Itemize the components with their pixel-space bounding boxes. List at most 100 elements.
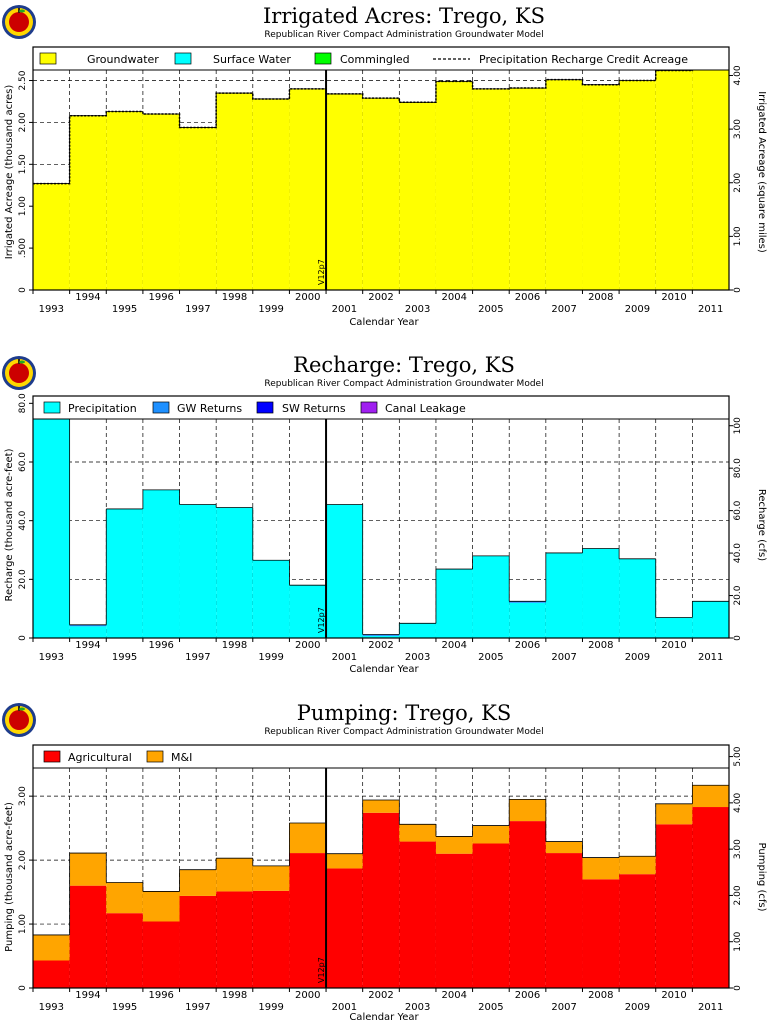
- bar-precipitation: [216, 507, 253, 638]
- y-axis-label: Recharge (thousand acre-feet): [4, 448, 15, 601]
- legend-label-commingled: Commingled: [340, 53, 410, 66]
- bar-m-i: [326, 853, 363, 869]
- bar-precipitation: [289, 585, 327, 638]
- x-tick-label: 2005: [478, 304, 503, 315]
- legend: Agricultural M&I: [43, 750, 192, 764]
- x-tick-label: 1998: [222, 990, 247, 1001]
- bar-precipitation: [692, 601, 729, 638]
- bar-agricultural: [435, 853, 473, 988]
- bar-m-i: [435, 836, 473, 854]
- legend-label-mi: M&I: [171, 751, 192, 764]
- panel-pumping: Pumping: Trego, KS Republican River Comp…: [2, 701, 767, 1023]
- x-tick-label: 2009: [625, 1002, 650, 1013]
- y-tick-label: .500: [18, 238, 28, 258]
- x-tick-label: 2002: [368, 292, 393, 303]
- x-tick-label: 1993: [39, 1002, 64, 1013]
- y2-axis-label: Pumping (cfs): [756, 843, 767, 912]
- plot-frame: [32, 395, 730, 639]
- legend-label-agricultural: Agricultural: [68, 751, 132, 764]
- bar-m-i: [472, 825, 510, 844]
- y-tick-label: 2.00: [18, 112, 28, 132]
- y-tick-label: 3.00: [18, 786, 28, 806]
- x-tick-label: 2009: [625, 304, 650, 315]
- y-tick-label: 40.0: [18, 510, 28, 530]
- y2-tick-label: 60.0: [733, 500, 743, 520]
- legend-swatch-surface-water: [174, 52, 192, 65]
- x-tick-label: 1999: [258, 652, 283, 663]
- legend-swatch-commingled: [314, 52, 332, 65]
- y2-tick-label: 20.0: [733, 585, 743, 605]
- bar-agricultural: [216, 891, 253, 988]
- chart-subtitle: Republican River Compact Administration …: [264, 727, 543, 737]
- y2-tick-label: 100: [733, 417, 743, 434]
- y-tick-label: 0: [18, 287, 28, 293]
- legend-label-sw-returns: SW Returns: [282, 402, 346, 415]
- x-tick-label: 2003: [405, 652, 430, 663]
- bar-precipitation: [326, 504, 363, 638]
- bar-precipitation: [655, 617, 693, 638]
- bar-m-i: [216, 858, 253, 892]
- bar-agricultural: [69, 885, 107, 988]
- x-tick-label: 1995: [112, 304, 137, 315]
- chart-title: Pumping: Trego, KS: [297, 701, 511, 725]
- y2-tick-label: 2.00: [733, 885, 743, 905]
- bar-agricultural: [472, 843, 510, 988]
- x-tick-label: 1994: [75, 990, 100, 1001]
- bar-groundwater: [362, 98, 400, 290]
- bar-m-i: [619, 856, 656, 875]
- x-tick-label: 2008: [588, 990, 613, 1001]
- legend-swatch-gw-returns: [152, 401, 170, 414]
- legend-swatch-precipitation: [43, 401, 61, 414]
- x-tick-label: 1997: [185, 1002, 210, 1013]
- bar-m-i: [545, 841, 583, 854]
- bar-groundwater: [582, 84, 620, 290]
- bar-agricultural: [362, 812, 400, 988]
- bar-groundwater: [399, 102, 436, 290]
- legend: Precipitation GW Returns SW Returns Cana…: [43, 401, 466, 415]
- legend-label-gw-returns: GW Returns: [177, 402, 242, 415]
- bar-groundwater: [289, 88, 327, 291]
- x-tick-label: 2000: [295, 990, 320, 1001]
- legend-swatch-sw-returns: [256, 401, 274, 414]
- y-tick-label: 2.00: [18, 850, 28, 870]
- bar-agricultural: [179, 895, 217, 988]
- x-tick-label: 2003: [405, 304, 430, 315]
- x-tick-label: 1999: [258, 304, 283, 315]
- panel-irrigated-acres: Irrigated Acres: Trego, KS Republican Ri…: [2, 4, 767, 328]
- y2-tick-label: 1.00: [733, 931, 743, 951]
- legend-swatch-canal-leakage: [360, 401, 378, 414]
- chart-subtitle: Republican River Compact Administration …: [264, 30, 543, 40]
- bar-agricultural: [399, 841, 436, 988]
- bar-agricultural: [252, 890, 290, 988]
- x-tick-label: 2007: [551, 1002, 576, 1013]
- bar-groundwater: [655, 70, 693, 290]
- x-tick-label: 2011: [698, 652, 723, 663]
- bar-m-i: [362, 799, 400, 813]
- chart-title: Irrigated Acres: Trego, KS: [263, 4, 545, 28]
- x-tick-label: 1996: [148, 990, 173, 1001]
- bar-precipitation: [33, 397, 70, 638]
- x-tick-label: 2004: [442, 292, 467, 303]
- legend-box: [32, 744, 730, 769]
- plot-area: V12p7 0 20.0 40.0 60.0 80.0 0 20.0 40.0 60.0 80.0 1…: [18, 393, 743, 663]
- y2-axis-label: Irrigated Acreage (square miles): [756, 91, 767, 253]
- bar-agricultural: [326, 868, 363, 988]
- bar-groundwater: [545, 79, 583, 290]
- x-tick-label: 1994: [75, 640, 100, 651]
- plot-area: V12p7 0 1.00 2.00 3.00 0 1.00 2.00 3.00 4.00 5.00 1…: [18, 744, 743, 1013]
- y-tick-label: 20.0: [18, 569, 28, 589]
- plot-frame: [32, 46, 730, 291]
- y2-tick-label: 0: [733, 985, 743, 991]
- x-tick-label: 2004: [442, 640, 467, 651]
- bar-m-i: [692, 785, 729, 808]
- x-tick-label: 2005: [478, 1002, 503, 1013]
- x-tick-label: 2007: [551, 652, 576, 663]
- bar-agricultural: [655, 824, 693, 988]
- y2-tick-label: 40.0: [733, 543, 743, 563]
- x-tick-label: 2010: [661, 640, 686, 651]
- x-axis-label: Calendar Year: [349, 317, 419, 328]
- plot-area: V12p7 0 .500 1.00 1.50 2.00 2.50 0 1.00 2.00 3.00 4…: [18, 46, 743, 315]
- plot-frame: [32, 744, 730, 989]
- legend-swatch-agricultural: [43, 750, 61, 763]
